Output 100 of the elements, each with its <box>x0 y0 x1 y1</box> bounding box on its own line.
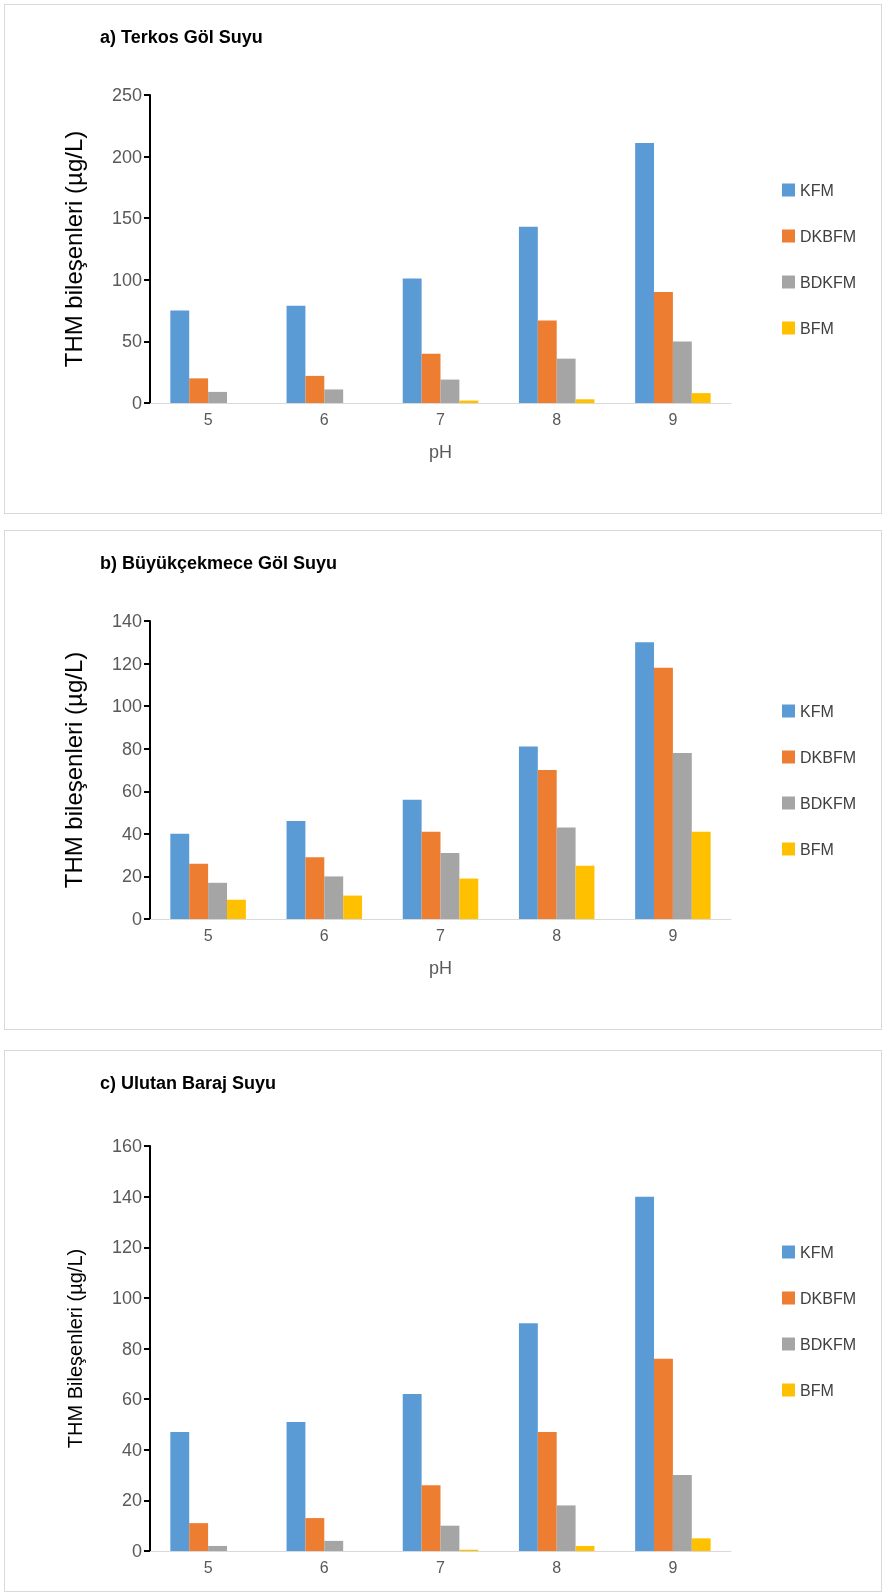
x-tick-label: 5 <box>203 410 213 428</box>
y-tick-label: 60 <box>121 1389 142 1410</box>
bar <box>575 865 595 919</box>
x-tick-label: 6 <box>319 926 329 944</box>
chart-title: c) Ulutan Baraj Suyu <box>100 1073 277 1093</box>
y-tick-label: 140 <box>111 1186 142 1207</box>
bar <box>286 305 306 403</box>
y-tick-label: 250 <box>111 85 142 105</box>
legend-label: KFM <box>800 702 834 720</box>
bar <box>421 1485 441 1551</box>
x-axis-title: pH <box>428 442 453 462</box>
bar <box>286 1421 306 1551</box>
bar <box>440 379 460 403</box>
y-axis-title: THM Bileşenleri (µg/L) <box>64 1248 86 1449</box>
bar <box>324 1540 344 1551</box>
bar <box>440 1525 460 1551</box>
legend-label: BFM <box>800 840 834 858</box>
x-tick-label: 6 <box>319 410 329 428</box>
bar <box>556 1505 576 1551</box>
legend-label: KFM <box>800 181 834 199</box>
legend-label: BDKFM <box>800 1335 856 1353</box>
bar <box>691 393 711 403</box>
bar <box>654 1358 673 1551</box>
y-tick-label: 140 <box>111 611 142 631</box>
x-tick-label: 8 <box>552 1558 562 1576</box>
legend-label: DKBFM <box>800 748 856 766</box>
bar <box>305 1518 325 1551</box>
x-tick-label: 5 <box>203 926 213 944</box>
y-tick-label: 80 <box>121 1338 142 1359</box>
bar <box>537 320 557 403</box>
bar <box>518 226 538 403</box>
bar <box>305 857 325 919</box>
y-axis-title: THM bileşenleri (µg/L) <box>59 651 87 889</box>
y-tick-label: 200 <box>111 146 142 167</box>
y-tick-label: 100 <box>111 696 142 717</box>
y-tick-label: 0 <box>131 1541 142 1561</box>
bar <box>208 1545 227 1551</box>
y-tick-label: 80 <box>121 738 142 759</box>
bar <box>537 770 557 919</box>
x-tick-label: 9 <box>668 410 678 428</box>
bar <box>170 310 190 403</box>
bar <box>672 1475 692 1551</box>
y-tick-label: 0 <box>131 909 142 929</box>
bar <box>286 821 306 919</box>
bar <box>518 746 538 919</box>
bar <box>654 667 673 919</box>
x-tick-label: 6 <box>319 1558 329 1576</box>
bar <box>421 353 441 403</box>
chart-title: a) Terkos Göl Suyu <box>100 27 263 47</box>
bar <box>654 292 673 403</box>
bar <box>170 1432 190 1551</box>
legend-label: BFM <box>800 319 834 337</box>
y-tick-label: 150 <box>111 208 142 229</box>
legend-label: BDKFM <box>800 794 856 812</box>
x-tick-label: 7 <box>436 410 446 428</box>
bar <box>459 878 479 919</box>
bar <box>208 391 227 403</box>
bar <box>324 876 344 919</box>
bar <box>672 752 692 919</box>
bar <box>635 143 655 403</box>
bar <box>556 358 576 403</box>
bar <box>189 863 209 919</box>
y-tick-label: 50 <box>121 331 142 352</box>
bar <box>189 1523 209 1551</box>
y-tick-label: 160 <box>111 1136 142 1156</box>
legend-label: DKBFM <box>800 227 856 245</box>
legend-label: BDKFM <box>800 273 856 291</box>
bar <box>672 341 692 403</box>
bar <box>691 1538 711 1551</box>
x-tick-label: 8 <box>552 410 562 428</box>
y-axis-title: THM bileşenleri (µg/L) <box>59 130 87 368</box>
chart-title: b) Büyükçekmece Göl Suyu <box>100 553 338 573</box>
legend-label: DKBFM <box>800 1289 856 1307</box>
bar <box>421 831 441 919</box>
y-tick-label: 100 <box>111 1287 142 1308</box>
bar <box>402 799 422 919</box>
y-tick-label: 40 <box>121 823 142 844</box>
y-tick-label: 20 <box>121 1490 142 1511</box>
y-tick-label: 100 <box>111 269 142 290</box>
bar <box>343 895 363 919</box>
bar <box>440 853 460 919</box>
x-tick-label: 7 <box>436 1558 446 1576</box>
bar <box>575 1545 595 1551</box>
bar <box>556 827 576 919</box>
bar <box>518 1323 538 1551</box>
bar <box>305 375 325 403</box>
bar <box>402 1394 422 1551</box>
y-tick-label: 120 <box>111 1237 142 1258</box>
bar <box>208 882 227 919</box>
bar <box>635 1196 655 1551</box>
y-tick-label: 0 <box>131 393 142 413</box>
x-tick-label: 5 <box>203 1558 213 1576</box>
y-tick-label: 120 <box>111 653 142 674</box>
bar <box>691 831 711 919</box>
x-axis-title: pH <box>428 958 453 978</box>
bar <box>635 642 655 919</box>
y-tick-label: 40 <box>121 1439 142 1460</box>
bar <box>575 399 595 403</box>
bar <box>189 378 209 403</box>
bar <box>324 389 344 403</box>
